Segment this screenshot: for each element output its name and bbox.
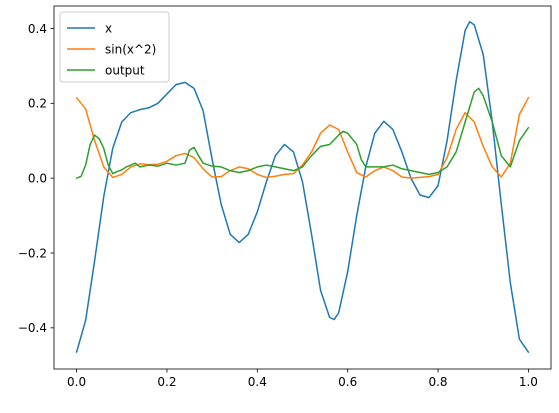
x-tick-label: 0.4 (248, 375, 267, 389)
y-tick-label: −0.4 (18, 321, 47, 335)
x-tick-label: 0.0 (67, 375, 86, 389)
series-layer (75, 20, 530, 353)
y-tick-label: −0.2 (18, 246, 47, 260)
series-line-0 (75, 20, 530, 353)
x-tick-label: 0.8 (428, 375, 447, 389)
legend-label: output (105, 63, 145, 77)
y-tick-label: 0.0 (28, 171, 47, 185)
series-line-2 (75, 87, 530, 179)
x-tick-label: 0.2 (157, 375, 176, 389)
series-line-1 (75, 96, 530, 179)
y-tick-label: 0.2 (28, 97, 47, 111)
plot-frame (53, 5, 552, 370)
legend-label: sin(x^2) (105, 42, 156, 56)
legend: x sin(x^2) output (59, 11, 170, 83)
y-axis: −0.4 −0.2 0.0 0.2 0.4 (18, 22, 54, 335)
y-tick-label: 0.4 (28, 22, 47, 36)
x-tick-label: 0.6 (338, 375, 357, 389)
x-axis: 0.0 0.2 0.4 0.6 0.8 1.0 (67, 369, 538, 389)
legend-box (59, 11, 170, 83)
x-tick-label: 1.0 (519, 375, 538, 389)
legend-label: x (105, 21, 112, 35)
